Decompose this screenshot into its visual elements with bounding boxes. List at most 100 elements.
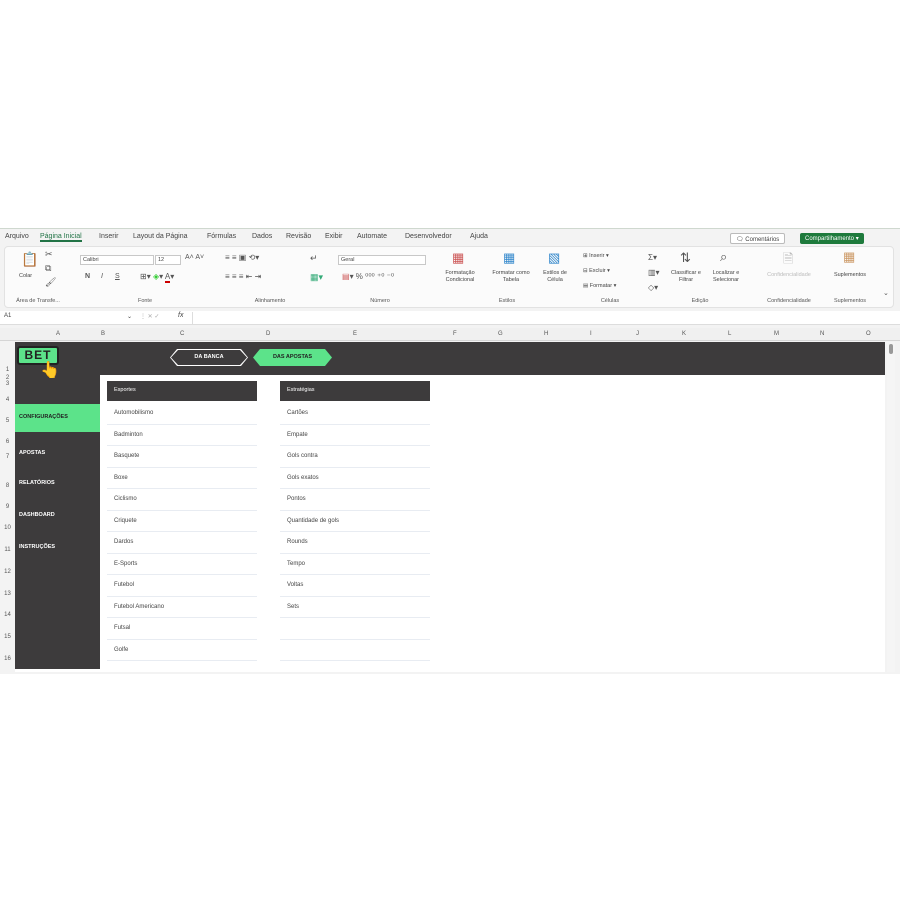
sidebar-item-relatorios[interactable]: RELATÓRIOS xyxy=(19,480,55,486)
row-header-14[interactable]: 14 xyxy=(4,612,11,618)
row-header-9[interactable]: 9 xyxy=(5,504,10,510)
cut-icon[interactable]: ✂ xyxy=(45,249,53,259)
column-header-E[interactable]: E xyxy=(353,331,358,337)
row-header-13[interactable]: 13 xyxy=(4,591,11,597)
sports-list-item[interactable]: Automobilismo xyxy=(107,403,257,425)
wrap-text-icon[interactable]: ↵ xyxy=(310,253,318,263)
number-icons[interactable]: ▤▾ % ⁰⁰⁰ ⁺⁰ ⁻⁰ xyxy=(342,272,395,281)
column-header-D[interactable]: D xyxy=(266,331,271,337)
strategies-list-item[interactable] xyxy=(280,640,430,661)
sports-list-item[interactable]: Futebol xyxy=(107,575,257,597)
column-header-O[interactable]: O xyxy=(866,331,871,337)
strategies-list-item[interactable]: Quantidade de gols xyxy=(280,511,430,532)
tab-desenvolvedor[interactable]: Desenvolvedor xyxy=(405,233,452,240)
sort-filter-button[interactable]: Classificar e Filtrar xyxy=(671,270,701,283)
addins-button[interactable]: Suplementos xyxy=(833,272,867,278)
format-table-icon[interactable]: ▦ xyxy=(503,250,516,265)
strategies-list-item[interactable]: Tempo xyxy=(280,554,430,575)
sidebar-item-apostas[interactable]: APOSTAS xyxy=(19,450,46,456)
sports-list-item[interactable]: Basquete xyxy=(107,446,257,468)
format-button[interactable]: ▤ Formatar ▾ xyxy=(583,283,617,289)
sort-filter-icon[interactable]: ⇅ xyxy=(680,250,691,265)
row-header-16[interactable]: 16 xyxy=(4,656,11,662)
copy-icon[interactable]: ⧉ xyxy=(45,263,52,273)
bold-button[interactable]: N xyxy=(85,273,91,280)
nav-da-banca[interactable]: DA BANCA xyxy=(170,349,248,366)
autosum-icon[interactable]: Σ▾ ▥▾ ◇▾ xyxy=(648,253,660,292)
row-header-1[interactable]: 1 xyxy=(5,367,10,373)
font-name-select[interactable]: Calibri xyxy=(80,255,154,265)
sidebar-item-configuracoes[interactable]: CONFIGURAÇÕES xyxy=(19,414,68,420)
strategies-list-item[interactable] xyxy=(280,618,430,640)
increase-font-icon[interactable]: A˄ A˅ xyxy=(185,254,205,261)
row-header-2[interactable]: 2 xyxy=(5,375,10,381)
sports-list-item[interactable]: Dardos xyxy=(107,532,257,554)
tab-automate[interactable]: Automate xyxy=(357,233,387,240)
sports-list-item[interactable]: Ciclismo xyxy=(107,489,257,511)
column-header-K[interactable]: K xyxy=(682,331,687,337)
row-header-8[interactable]: 8 xyxy=(5,483,10,489)
fx-icon[interactable]: fx xyxy=(178,312,184,319)
column-header-J[interactable]: J xyxy=(636,331,639,337)
tab-revisao[interactable]: Revisão xyxy=(286,233,312,240)
find-select-button[interactable]: Localizar e Selecionar xyxy=(712,270,740,283)
row-header-12[interactable]: 12 xyxy=(4,569,11,575)
sports-list-item[interactable]: Futebol Americano xyxy=(107,597,257,618)
row-header-10[interactable]: 10 xyxy=(4,525,11,531)
sports-list-item[interactable]: Criquete xyxy=(107,511,257,532)
comments-button[interactable]: 🗨 Comentários xyxy=(730,233,786,244)
column-header-L[interactable]: L xyxy=(728,331,732,337)
row-header-6[interactable]: 6 xyxy=(5,439,10,445)
strategies-list-item[interactable]: Gols contra xyxy=(280,446,430,468)
borders-icon[interactable]: ⊞▾ ◈▾ A▾ xyxy=(140,272,175,283)
merge-icon[interactable]: ▦▾ xyxy=(310,272,324,282)
tab-layout[interactable]: Layout da Página xyxy=(133,233,188,240)
collapse-ribbon-icon[interactable]: ⌄ xyxy=(883,290,889,297)
sports-list-item[interactable]: Badminton xyxy=(107,425,257,446)
sidebar-item-instrucoes[interactable]: INSTRUÇÕES xyxy=(19,544,56,550)
tab-ajuda[interactable]: Ajuda xyxy=(470,233,488,240)
format-painter-icon[interactable]: 🖌 xyxy=(45,277,57,287)
column-header-B[interactable]: B xyxy=(101,331,106,337)
column-header-H[interactable]: H xyxy=(544,331,549,337)
font-size-select[interactable]: 12 xyxy=(155,255,181,265)
sports-list-item[interactable]: Golfe xyxy=(107,640,257,661)
row-header-11[interactable]: 11 xyxy=(4,547,11,553)
tab-dados[interactable]: Dados xyxy=(252,233,273,240)
name-box[interactable]: A1 ⌄ xyxy=(4,313,132,320)
strategies-list-item[interactable]: Sets xyxy=(280,597,430,618)
addins-icon[interactable]: ▦ xyxy=(843,249,856,264)
insert-button[interactable]: ⊞ Inserir ▾ xyxy=(583,253,609,259)
paste-button[interactable]: Colar xyxy=(19,273,33,279)
cell-styles-icon[interactable]: ▧ xyxy=(548,250,561,265)
column-header-M[interactable]: M xyxy=(774,331,779,337)
formula-input[interactable] xyxy=(192,312,892,324)
fill-color-icon[interactable]: ◈ xyxy=(152,272,160,281)
align-icons[interactable]: ≡ ≡ ≡ ⇤ ⇥ xyxy=(225,272,262,281)
column-header-F[interactable]: F xyxy=(453,331,457,337)
italic-button[interactable]: I xyxy=(101,273,103,280)
worksheet[interactable]: CONFIGURAÇÕES APOSTAS RELATÓRIOS DASHBOA… xyxy=(15,342,885,672)
strategies-list-item[interactable]: Voltas xyxy=(280,575,430,597)
share-button[interactable]: Compartilhamento ▾ xyxy=(800,233,864,244)
conditional-format-icon[interactable]: ▦ xyxy=(452,250,465,265)
align-top-icons[interactable]: ≡ ≡ ▣ ⟲▾ xyxy=(225,253,260,262)
tab-inserir[interactable]: Inserir xyxy=(99,233,119,240)
column-header-C[interactable]: C xyxy=(180,331,185,337)
format-table-button[interactable]: Formatar como Tabela xyxy=(492,270,530,283)
font-color-icon[interactable]: A xyxy=(164,272,171,283)
column-header-I[interactable]: I xyxy=(590,331,592,337)
strategies-list-item[interactable]: Cartões xyxy=(280,403,430,425)
sports-list-item[interactable]: E-Sports xyxy=(107,554,257,575)
underline-button[interactable]: S xyxy=(115,273,120,280)
row-header-7[interactable]: 7 xyxy=(5,454,10,460)
strategies-list-item[interactable]: Rounds xyxy=(280,532,430,554)
column-header-N[interactable]: N xyxy=(820,331,825,337)
strategies-list-item[interactable]: Empate xyxy=(280,425,430,446)
bet-logo[interactable]: BET xyxy=(17,346,59,365)
delete-button[interactable]: ⊟ Excluir ▾ xyxy=(583,268,610,274)
tab-exibir[interactable]: Exibir xyxy=(325,233,343,240)
sidebar-item-dashboard[interactable]: DASHBOARD xyxy=(19,512,55,518)
strategies-list-item[interactable]: Gols exatos xyxy=(280,468,430,489)
conditional-format-button[interactable]: Formatação Condicional xyxy=(445,270,475,283)
